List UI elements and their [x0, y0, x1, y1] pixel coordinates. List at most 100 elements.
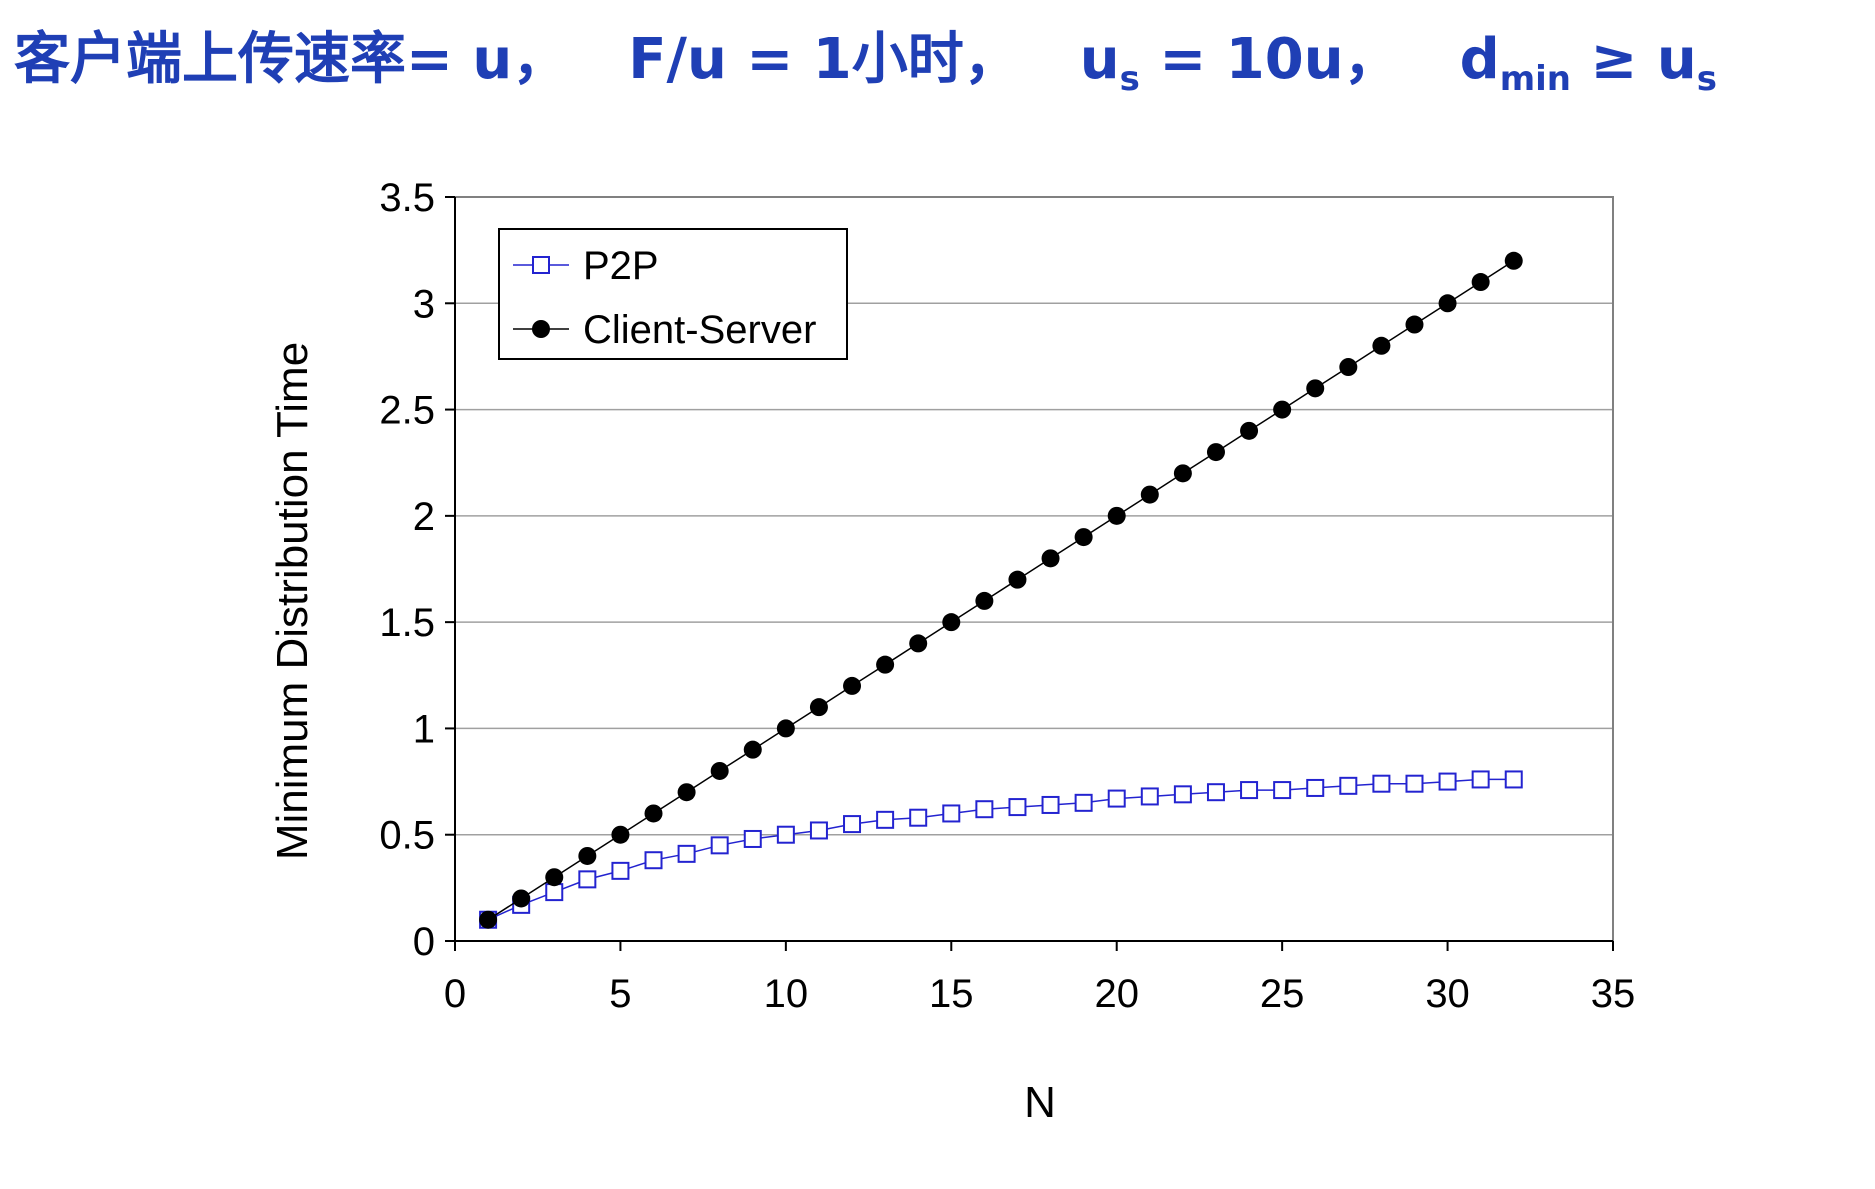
data-point-p2p — [1173, 785, 1192, 804]
title-us-symbol: u — [1079, 27, 1120, 92]
series — [479, 251, 1523, 929]
data-point-p2p — [578, 870, 597, 889]
title-us-value: = 10u， — [1139, 27, 1400, 92]
data-point-p2p — [1107, 789, 1126, 808]
data-point-p2p — [1471, 770, 1490, 789]
legend-entries: P2P Client-Server — [513, 244, 816, 352]
data-point-client-server — [743, 740, 762, 759]
x-tick-label: 0 — [444, 972, 466, 1016]
data-point-p2p — [1306, 778, 1325, 797]
data-point-p2p — [1206, 783, 1225, 802]
legend-box — [498, 228, 848, 360]
title-server-rate: us = 10u， — [1080, 10, 1400, 110]
x-tick-label: 10 — [764, 972, 809, 1016]
data-point-p2p — [644, 851, 663, 870]
data-point-client-server — [809, 698, 828, 717]
series-p2p — [479, 770, 1523, 929]
data-point-p2p — [776, 825, 795, 844]
data-point-p2p — [743, 829, 762, 848]
title-dmin-condition: dmin ≥ us — [1460, 10, 1717, 110]
data-point-p2p — [1504, 770, 1523, 789]
title-dmin-symbol: d — [1459, 27, 1500, 92]
title-us-subscript: s — [1119, 59, 1140, 99]
data-point-client-server — [1240, 421, 1259, 440]
x-tick-label: 25 — [1260, 972, 1305, 1016]
data-point-client-server — [909, 634, 928, 653]
data-point-client-server — [512, 889, 531, 908]
data-point-client-server — [578, 846, 597, 865]
data-point-client-server — [1074, 528, 1093, 547]
x-tick-label: 20 — [1094, 972, 1139, 1016]
title-dmin-subscript: min — [1499, 59, 1571, 99]
x-tick-label: 30 — [1425, 972, 1470, 1016]
data-point-client-server — [611, 825, 630, 844]
series-line-p2p — [487, 778, 1514, 921]
data-point-client-server — [1405, 315, 1424, 334]
y-tick-label: 1 — [413, 707, 435, 751]
y-tick-label: 0 — [413, 920, 435, 964]
title-upload-rate: 客户端上传速率= u， — [14, 27, 569, 92]
data-point-p2p — [942, 804, 961, 823]
data-point-p2p — [876, 810, 895, 829]
data-point-p2p — [1041, 795, 1060, 814]
y-tick-label: 1.5 — [379, 601, 435, 645]
data-point-client-server — [545, 868, 564, 887]
y-tick-label: 2.5 — [379, 389, 435, 433]
series-client-server — [479, 251, 1523, 929]
y-tick-label: 3.5 — [379, 176, 435, 220]
data-point-client-server — [1140, 485, 1159, 504]
data-point-p2p — [1240, 781, 1259, 800]
data-point-p2p — [909, 808, 928, 827]
data-point-p2p — [1008, 798, 1027, 817]
y-tick-label: 0.5 — [379, 814, 435, 858]
data-point-p2p — [809, 821, 828, 840]
data-point-client-server — [644, 804, 663, 823]
data-point-p2p — [1339, 776, 1358, 795]
data-point-client-server — [876, 655, 895, 674]
data-point-client-server — [1008, 570, 1027, 589]
title-file-ratio: F/u = 1小时， — [628, 27, 1020, 92]
data-point-p2p — [545, 883, 564, 902]
data-point-p2p — [1074, 793, 1093, 812]
data-point-client-server — [1438, 294, 1457, 313]
axes: 0 0.5 1 1.5 2 2.5 3 3.5 0 5 10 15 20 25 30 35 — [379, 176, 1635, 1016]
data-point-client-server — [1041, 549, 1060, 568]
legend-label: P2P — [583, 244, 659, 288]
legend-label: Client-Server — [583, 308, 816, 352]
data-point-p2p — [710, 836, 729, 855]
data-point-client-server — [1206, 443, 1225, 462]
data-point-client-server — [677, 783, 696, 802]
data-point-client-server — [1504, 251, 1523, 270]
y-tick-label: 2 — [413, 495, 435, 539]
legend: P2P Client-Server — [498, 228, 848, 360]
data-point-p2p — [1140, 787, 1159, 806]
data-point-client-server — [776, 719, 795, 738]
data-point-client-server — [1273, 400, 1292, 419]
data-point-p2p — [611, 861, 630, 880]
data-point-p2p — [677, 844, 696, 863]
data-point-client-server — [1107, 506, 1126, 525]
data-point-p2p — [1405, 774, 1424, 793]
data-point-client-server — [710, 761, 729, 780]
data-point-client-server — [1471, 273, 1490, 292]
title-ge-us: ≥ u — [1570, 27, 1697, 92]
x-axis-title: N — [1024, 1078, 1056, 1127]
slide-title: 客户端上传速率= u， F/u = 1小时， us = 10u， dmin ≥ us — [14, 10, 1874, 110]
x-tick-label: 15 — [929, 972, 974, 1016]
x-tick-label: 35 — [1591, 972, 1636, 1016]
y-tick-label: 3 — [413, 282, 435, 326]
data-point-client-server — [1339, 358, 1358, 377]
data-point-client-server — [975, 591, 994, 610]
legend-marker — [532, 256, 550, 274]
data-point-client-server — [843, 676, 862, 695]
x-tick-label: 5 — [609, 972, 631, 1016]
data-point-client-server — [1306, 379, 1325, 398]
data-point-p2p — [1438, 772, 1457, 791]
data-point-client-server — [1372, 336, 1391, 355]
title-ge-subscript: s — [1696, 59, 1718, 99]
data-point-p2p — [975, 800, 994, 819]
data-point-p2p — [843, 815, 862, 834]
data-point-p2p — [1273, 781, 1292, 800]
data-point-client-server — [1173, 464, 1192, 483]
